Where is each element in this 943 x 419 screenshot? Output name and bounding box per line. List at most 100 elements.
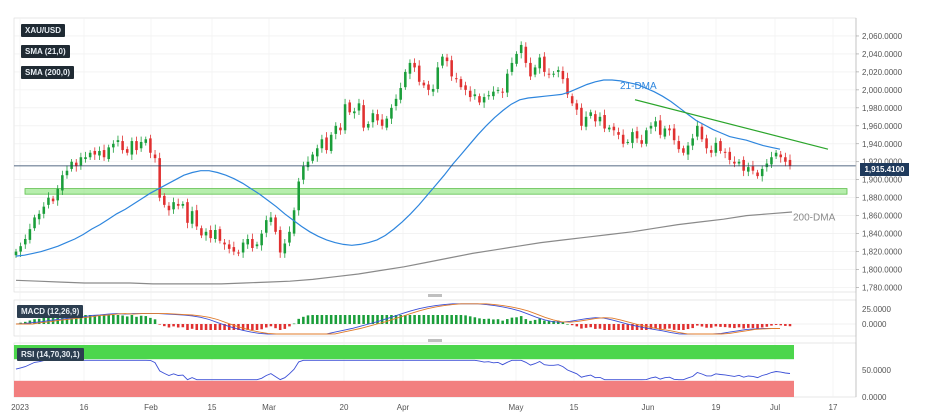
x-tick-label: Feb — [144, 403, 158, 412]
macd-histogram-bar — [130, 315, 134, 324]
candle-body — [28, 229, 32, 240]
candle-body — [617, 132, 620, 135]
macd-histogram-bar — [112, 315, 115, 324]
candle-body — [186, 202, 189, 223]
candle-body — [417, 65, 421, 82]
macd-histogram-bar — [399, 315, 402, 324]
y-tick-label: 1,920.0000 — [862, 158, 903, 167]
macd-histogram-bar — [617, 324, 620, 330]
macd-histogram-bar — [519, 316, 523, 324]
candle-body — [390, 107, 393, 119]
macd-histogram-bar — [626, 324, 630, 330]
candle-body — [594, 114, 597, 122]
macd-histogram-bar — [320, 315, 324, 324]
macd-histogram-bar — [315, 315, 319, 324]
candle-body — [74, 162, 78, 167]
macd-histogram-bar — [37, 318, 41, 324]
candle-body — [246, 238, 250, 245]
candle-body — [705, 138, 708, 149]
macd-histogram-bar — [209, 324, 212, 330]
candle-body — [241, 242, 245, 253]
candle-body — [770, 157, 773, 165]
macd-histogram-bar — [204, 324, 208, 330]
y-tick-label: 1,980.0000 — [862, 104, 903, 113]
candle-body — [329, 134, 333, 151]
candle-body — [181, 203, 185, 206]
candle-body — [102, 150, 106, 158]
candle-body — [348, 102, 351, 113]
macd-histogram-bar — [538, 318, 541, 324]
candle-body — [723, 151, 727, 153]
candle-body — [33, 217, 36, 229]
macd-histogram-bar — [28, 320, 32, 324]
candle-body — [751, 166, 755, 171]
candle-body — [728, 151, 732, 160]
macd-histogram-bar — [214, 324, 217, 330]
macd-histogram-bar — [274, 324, 277, 329]
macd-histogram-bar — [686, 324, 690, 330]
x-tick-label: May — [508, 403, 523, 412]
macd-histogram-bar — [427, 315, 430, 324]
macd-histogram-bar — [756, 324, 759, 329]
macd-histogram-bar — [371, 315, 375, 324]
candle-body — [343, 104, 347, 131]
candle-body — [334, 125, 338, 134]
candle-body — [223, 242, 226, 245]
macd-histogram-bar — [302, 316, 305, 324]
macd-histogram-bar — [714, 324, 718, 327]
candle-body — [441, 56, 444, 66]
candle-body — [784, 157, 787, 162]
candle-body — [274, 217, 277, 232]
candle-body — [167, 205, 171, 211]
candle-body — [218, 229, 222, 241]
macd-histogram-bar — [645, 324, 648, 330]
macd-histogram-bar — [543, 320, 546, 324]
candle-body — [176, 203, 180, 206]
candle-body — [482, 97, 486, 103]
candle-body — [292, 210, 296, 234]
candle-body — [459, 79, 463, 88]
candle-body — [130, 141, 134, 155]
candle-body — [621, 134, 625, 144]
y-tick-label: 1,940.0000 — [862, 140, 903, 149]
macd-histogram-bar — [167, 324, 171, 328]
candle-body — [306, 161, 310, 168]
candle-body — [566, 78, 569, 95]
candle-body — [269, 217, 273, 222]
candle-body — [70, 161, 73, 169]
candle-body — [93, 150, 97, 155]
macd-histogram-bar — [696, 324, 699, 326]
candle-body — [709, 150, 713, 153]
candle-body — [455, 78, 458, 80]
macd-histogram-bar — [672, 324, 676, 330]
macd-histogram-bar — [98, 315, 101, 324]
macd-histogram-bar — [700, 324, 704, 327]
candle-body — [278, 230, 282, 253]
macd-histogram-bar — [561, 321, 565, 324]
macd-histogram-bar — [306, 315, 310, 324]
macd-histogram-bar — [227, 324, 231, 330]
macd-histogram-bar — [158, 324, 161, 325]
rsi-pane — [14, 345, 794, 397]
macd-histogram-bar — [478, 318, 481, 324]
pane-handle — [428, 339, 442, 342]
candle-body — [473, 94, 477, 97]
candle-body — [98, 150, 101, 156]
candle-body — [677, 141, 681, 150]
candle-body — [116, 140, 120, 142]
candle-body — [227, 244, 231, 249]
trendline — [634, 99, 829, 150]
candle-body — [404, 71, 407, 88]
candle-body — [163, 195, 166, 205]
macd-histogram-bar — [459, 315, 463, 324]
sma21-legend: SMA (21,0) — [21, 45, 70, 58]
macd-histogram-bar — [102, 315, 106, 324]
candle-body — [487, 95, 491, 97]
macd-histogram-bar — [107, 315, 110, 324]
candle-body — [696, 125, 699, 137]
macd-histogram-bar — [265, 324, 268, 328]
x-tick-label: 16 — [80, 403, 89, 412]
macd-histogram-bar — [506, 319, 509, 324]
rsi-line — [15, 359, 791, 381]
macd-histogram-bar — [329, 315, 333, 324]
